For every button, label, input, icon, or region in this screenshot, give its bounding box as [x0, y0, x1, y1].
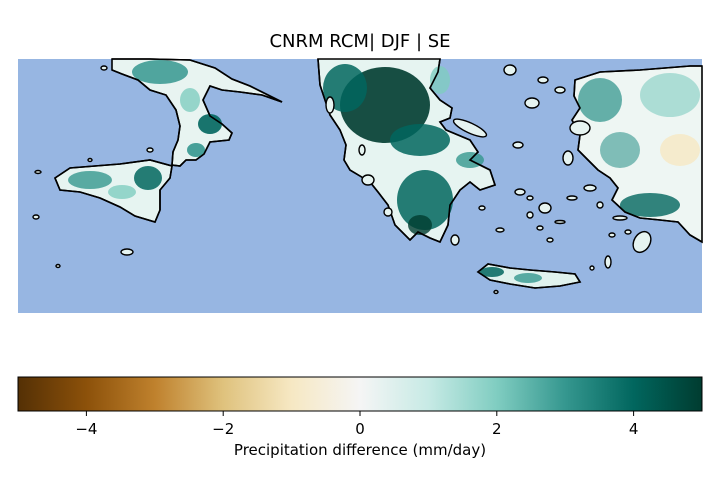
precip-peloponnese-south: [408, 215, 432, 235]
island-kefalonia: [361, 174, 375, 186]
island-tinos: [526, 195, 534, 201]
greece-coastline: [317, 58, 497, 244]
sicily-coastline: [54, 159, 173, 223]
precip-italy-north: [132, 60, 188, 84]
precipitation-field: [68, 60, 700, 283]
precip-epirus: [323, 64, 367, 112]
precip-sicily-east: [134, 166, 162, 190]
island-malta: [120, 248, 134, 256]
precip-crete-west: [480, 267, 504, 277]
precip-sicily-west: [68, 171, 112, 189]
map-panel: [18, 58, 703, 313]
island-imbros: [554, 86, 566, 94]
island-lampedusa: [55, 263, 61, 269]
colorbar-tick-label: 2: [492, 420, 502, 438]
island-milos: [495, 227, 505, 233]
island-zakynthos: [383, 207, 393, 217]
colorbar-label: Precipitation difference (mm/day): [233, 441, 487, 459]
precip-turkey-north: [578, 78, 622, 122]
precip-central-greece: [390, 124, 450, 156]
precip-peloponnese: [397, 170, 453, 230]
precip-italy-calabria-south: [187, 143, 205, 157]
island-aeolian: [146, 147, 154, 153]
crete-coastline: [476, 263, 582, 289]
island-chios: [562, 150, 574, 166]
precip-turkey-east-dry: [660, 134, 700, 166]
island-amorgos: [554, 219, 566, 225]
island-lemnos: [524, 97, 540, 109]
italy-coastline: [111, 58, 283, 167]
island-leros: [596, 201, 604, 209]
map-title: CNRM RCM| DJF | SE: [269, 31, 451, 52]
island-ustica: [87, 157, 93, 163]
colorbar-ticks: [85, 411, 635, 416]
precip-turkey-center: [600, 132, 640, 168]
island-euboea: [452, 118, 488, 138]
precip-crete-center: [514, 273, 542, 283]
island-symi: [624, 229, 632, 235]
island-paros: [526, 211, 534, 219]
colorbar-tick-label: 4: [628, 420, 639, 438]
island-egadi: [34, 169, 42, 175]
precip-turkey-northeast: [640, 73, 700, 117]
island-naxos: [538, 202, 552, 214]
island-kos: [612, 215, 628, 221]
island-pantelleria: [32, 214, 40, 220]
island-karpathos: [604, 255, 612, 269]
island-ios: [536, 225, 544, 231]
island-capri: [100, 65, 108, 71]
island-skyros: [512, 141, 524, 149]
island-kasos: [589, 265, 595, 271]
precip-sicily-center: [108, 185, 136, 199]
precip-macedonia: [430, 66, 450, 94]
island-santorini: [546, 237, 554, 243]
island-rhodes: [632, 230, 652, 254]
island-samos: [583, 184, 597, 192]
colorbar-fill: [17, 376, 703, 412]
island-ikaria: [566, 195, 578, 201]
island-thasos: [503, 64, 517, 76]
island-andros: [514, 188, 526, 196]
island-gavdos: [493, 289, 499, 295]
coastlines: [54, 58, 703, 289]
colorbar: [17, 376, 703, 416]
colorbar-tick-label: −4: [75, 420, 98, 438]
island-samothrace: [537, 76, 549, 84]
island-aegina: [478, 205, 486, 211]
colorbar-tick-label: 0: [355, 420, 365, 438]
islands: [32, 64, 652, 295]
island-lefkada: [358, 144, 366, 156]
precip-italy-south: [180, 88, 200, 112]
colorbar-tick-label: −2: [212, 420, 235, 438]
precip-turkey-southwest: [620, 193, 680, 217]
island-tilos: [608, 232, 616, 238]
island-corfu: [325, 96, 335, 114]
turkey-coastline: [571, 65, 703, 243]
island-lesbos: [569, 120, 591, 136]
precip-italy-calabria: [198, 114, 222, 134]
island-kythira: [450, 234, 460, 246]
